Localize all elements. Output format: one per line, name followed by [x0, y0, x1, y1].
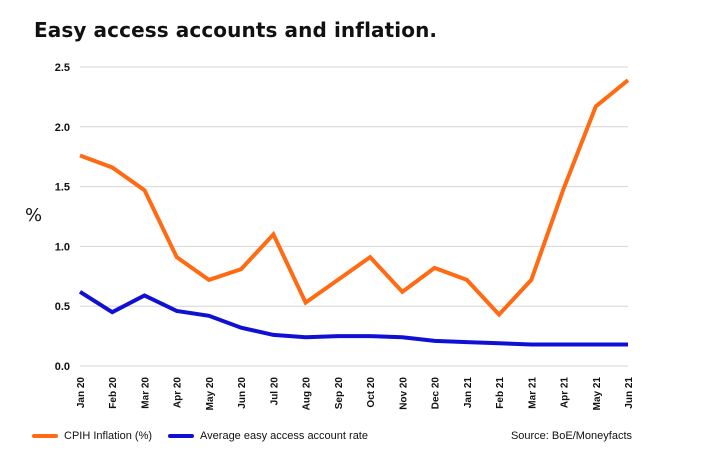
x-tick-label: Jun 20 [237, 377, 248, 409]
x-tick-label: Apr 20 [173, 377, 184, 409]
legend-item-cpih: CPIH Inflation (%) [32, 430, 152, 442]
x-tick-label: Sep 20 [334, 377, 345, 410]
legend-item-rate: Average easy access account rate [168, 430, 368, 442]
chart-title: Easy access accounts and inflation. [34, 18, 438, 42]
x-tick-label: Jul 20 [269, 377, 280, 406]
legend-label-cpih: CPIH Inflation (%) [64, 430, 153, 442]
x-tick-label: Aug 20 [302, 377, 313, 411]
y-tick-label: 1.5 [55, 182, 70, 194]
y-axis-label: % [25, 205, 43, 226]
x-tick-label: Mar 21 [527, 377, 538, 409]
x-tick-label: May 20 [205, 377, 216, 411]
x-tick-label: Dec 20 [431, 377, 442, 410]
x-tick-label: Feb 20 [108, 377, 119, 409]
legend-label-rate: Average easy access account rate [200, 430, 368, 442]
legend-swatch-cpih [32, 434, 58, 438]
grid-layer: 0.0 0.5 1.0 1.5 2.0 2.5 [55, 62, 628, 373]
y-tick-label: 0.0 [55, 361, 70, 373]
y-tick-label: 2.5 [55, 62, 70, 74]
x-tick-label: Jun 21 [624, 377, 635, 409]
x-tick-layer: Jan 20 Feb 20 Mar 20 Apr 20 May 20 Jun 20 Jul … [76, 377, 635, 411]
series-layer [78, 78, 630, 347]
y-tick-label: 2.0 [55, 122, 70, 134]
series-line-rate [78, 290, 628, 347]
legend-swatch-rate [168, 434, 195, 438]
x-tick-label: Oct 20 [366, 377, 377, 408]
y-tick-label: 1.0 [55, 241, 70, 253]
x-tick-label: Mar 20 [140, 377, 151, 409]
x-tick-label: Jan 20 [76, 377, 87, 409]
x-tick-label: May 21 [592, 377, 603, 411]
x-tick-label: Feb 21 [495, 377, 506, 409]
x-tick-label: Nov 20 [398, 377, 409, 410]
series-line-cpih [79, 78, 630, 318]
source-note: Source: BoE/Moneyfacts [510, 430, 632, 442]
x-tick-label: Apr 21 [560, 377, 571, 409]
x-tick-label: Jan 21 [463, 377, 474, 409]
y-tick-label: 0.5 [55, 301, 70, 313]
legend: CPIH Inflation (%) Average easy access a… [32, 430, 384, 442]
